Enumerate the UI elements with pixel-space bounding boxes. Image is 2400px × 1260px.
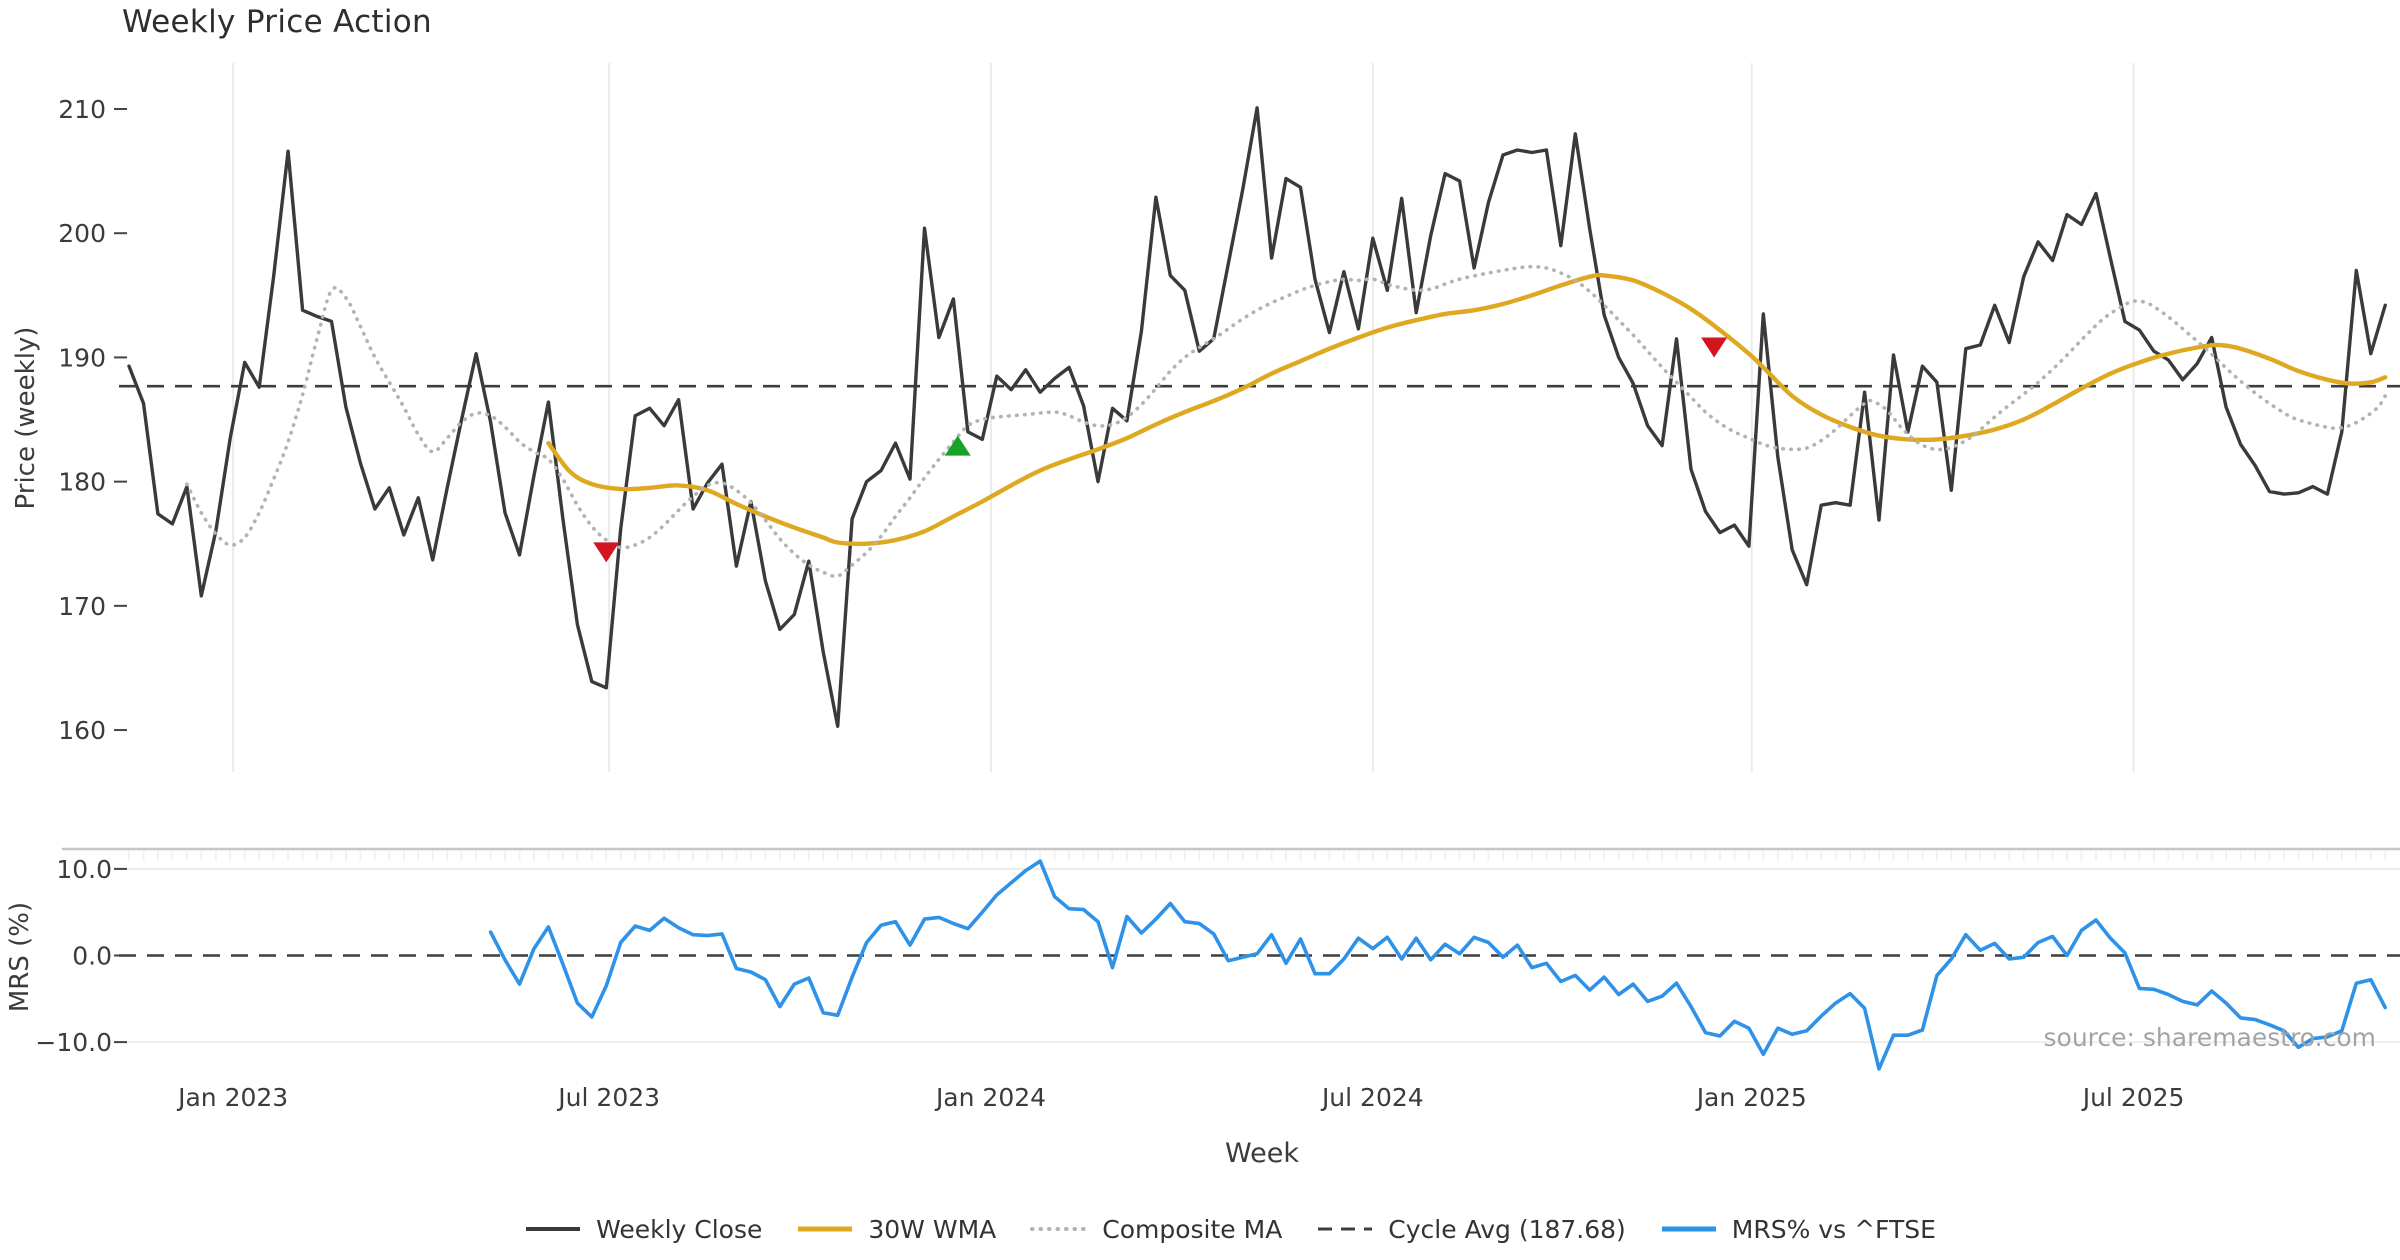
x-axis-label: Week: [1225, 1138, 1299, 1169]
x-tick-label: Jul 2025: [2081, 1083, 2185, 1112]
legend-item[interactable]: Weekly Close: [524, 1215, 762, 1244]
chart-title: Weekly Price Action: [122, 4, 433, 40]
x-tick-label: Jan 2025: [1695, 1083, 1807, 1112]
wma-30w-line: [546, 272, 2388, 547]
legend-swatch-solid: [1661, 1226, 1716, 1232]
legend-item[interactable]: Composite MA: [1030, 1215, 1282, 1244]
y-tick-label: 210: [58, 95, 106, 124]
y-tick-label: 170: [58, 592, 106, 621]
legend-swatch-solid: [526, 1227, 581, 1231]
legend-label: MRS% vs ^FTSE: [1731, 1214, 1936, 1244]
legend-item[interactable]: Cycle Avg (187.68): [1316, 1215, 1626, 1244]
x-tick-label: Jan 2024: [934, 1083, 1046, 1112]
weekly-close-line: [127, 106, 2387, 728]
legend-label: 30W WMA: [868, 1214, 997, 1244]
sell-marker: [593, 542, 620, 563]
y-tick-label: 10.0: [56, 855, 112, 884]
legend-item[interactable]: 30W WMA: [796, 1215, 996, 1244]
x-tick-label: Jan 2023: [176, 1083, 288, 1112]
x-tick-label: Jul 2023: [556, 1083, 660, 1112]
legend-label: Cycle Avg (187.68): [1388, 1214, 1626, 1244]
legend-label: Weekly Close: [596, 1214, 763, 1244]
mrs-line: [488, 859, 2387, 1071]
legend-item[interactable]: MRS% vs ^FTSE: [1660, 1215, 1936, 1244]
y-tick-label: −10.0: [35, 1028, 112, 1057]
buy-marker: [944, 435, 971, 456]
price-axis-label: Price (weekly): [11, 327, 41, 510]
legend-swatch-dotted: [1030, 1227, 1089, 1231]
legend-swatch-solid: [798, 1226, 853, 1232]
x-tick-label: Jul 2024: [1320, 1083, 1424, 1112]
legend-swatch-dashed: [1318, 1227, 1373, 1231]
mrs-axis-label: MRS (%): [5, 902, 35, 1012]
composite-ma-line: [185, 264, 2387, 579]
y-tick-label: 0.0: [72, 942, 112, 971]
source-attribution: source: sharemaestro.com: [2044, 1023, 2377, 1052]
sell-marker: [1701, 337, 1728, 358]
chart-legend: Weekly Close 30W WMA Composite MA Cycle Avg…: [30, 1206, 2400, 1252]
y-tick-label: 180: [58, 468, 106, 497]
y-tick-label: 160: [58, 716, 106, 745]
y-tick-label: 200: [58, 219, 106, 248]
legend-label: Composite MA: [1102, 1214, 1283, 1244]
y-tick-label: 190: [58, 343, 106, 372]
